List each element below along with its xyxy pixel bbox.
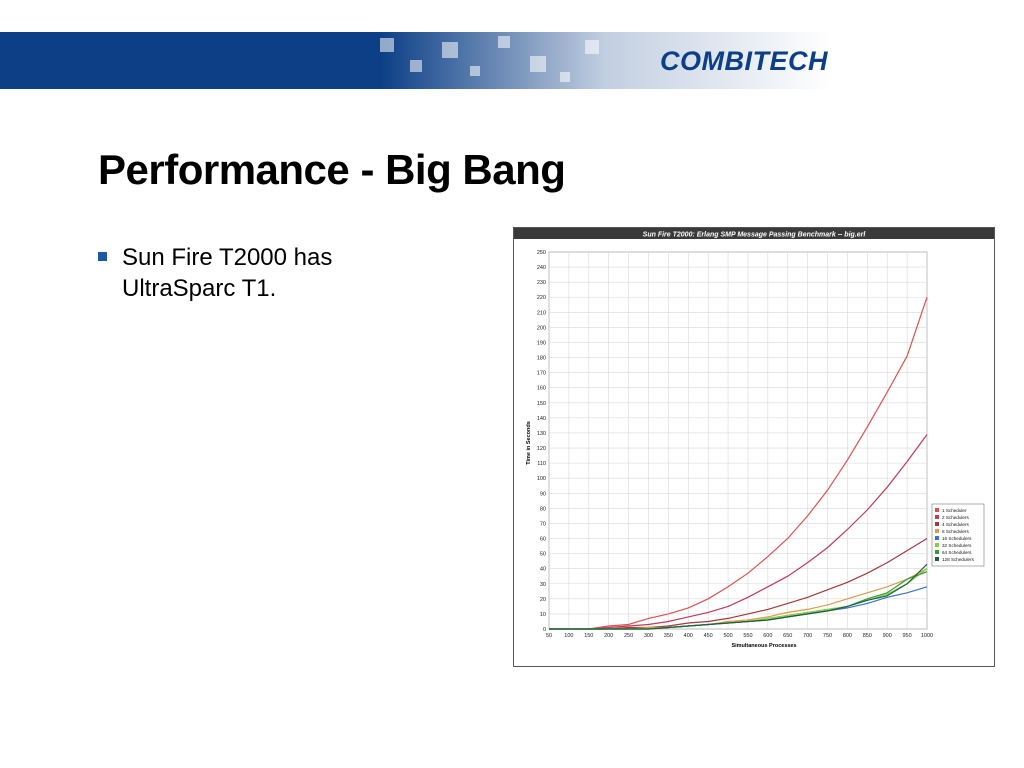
- y-tick-label: 50: [540, 552, 546, 558]
- y-tick-label: 220: [537, 295, 546, 301]
- x-tick-label: 350: [664, 633, 673, 639]
- x-tick-label: 950: [903, 633, 912, 639]
- x-tick-label: 850: [863, 633, 872, 639]
- slide-title: Performance - Big Bang: [98, 146, 566, 193]
- y-tick-label: 200: [537, 325, 546, 331]
- legend-box: [931, 503, 985, 567]
- x-tick-label: 250: [624, 633, 633, 639]
- grid-layer: [548, 251, 928, 630]
- y-tick-label: 190: [537, 340, 546, 346]
- x-tick-label: 650: [783, 633, 792, 639]
- y-tick-label: 100: [537, 476, 546, 482]
- y-tick-label: 90: [540, 491, 546, 497]
- y-tick-label: 80: [540, 506, 546, 512]
- x-tick-label: 400: [684, 633, 693, 639]
- y-tick-label: 60: [540, 537, 546, 543]
- y-tick-label: 240: [537, 265, 546, 271]
- company-logo: COMBITECH: [660, 46, 828, 76]
- x-tick-label: 600: [763, 633, 772, 639]
- y-tick-label: 70: [540, 521, 546, 527]
- y-tick-label: 160: [537, 386, 546, 392]
- legend-swatch: [935, 529, 939, 533]
- y-tick-label: 230: [537, 280, 546, 286]
- line-chart: Sun Fire T2000: Erlang SMP Message Passi…: [514, 228, 994, 649]
- y-tick-label: 40: [540, 567, 546, 573]
- y-tick-label: 20: [540, 597, 546, 603]
- y-tick-label: 30: [540, 582, 546, 588]
- chart-title-bar: [514, 228, 994, 239]
- y-tick-label: 180: [537, 356, 546, 362]
- chart-title: Sun Fire T2000: Erlang SMP Message Passi…: [643, 232, 867, 239]
- x-tick-label: 100: [564, 633, 573, 639]
- legend-label: 32 Schedulers: [942, 543, 972, 548]
- bullet-text: Sun Fire T2000 has UltraSparc T1.: [122, 244, 333, 302]
- plot-area: [548, 251, 928, 630]
- series-layer: [549, 297, 928, 630]
- x-tick-label: 150: [584, 633, 593, 639]
- bullet-square-icon: [98, 252, 107, 261]
- y-tick-label: 210: [537, 310, 546, 316]
- legend-label: 16 Schedulers: [942, 536, 972, 541]
- header-band: [0, 32, 1024, 89]
- legend-swatch: [935, 508, 939, 512]
- series-line-0: [549, 297, 928, 630]
- y-tick-label: 0: [543, 627, 546, 633]
- header-fade: [380, 32, 1024, 89]
- axis-layer: 0 10 20 30 40 50 60 70 80 90 100 110 120 130 140 150 160…: [537, 250, 933, 639]
- chart-frame: Sun Fire T2000: Erlang SMP Message Passi…: [513, 227, 995, 667]
- y-tick-label: 140: [537, 416, 546, 422]
- x-tick-label: 450: [704, 633, 713, 639]
- y-axis-label: Time in Seconds: [526, 421, 532, 465]
- legend-swatch: [935, 515, 939, 519]
- y-tick-label: 250: [537, 250, 546, 256]
- y-tick-label: 120: [537, 446, 546, 452]
- legend-label: 8 Schedulers: [942, 529, 970, 534]
- x-tick-label: 800: [843, 633, 852, 639]
- x-tick-label: 50: [546, 633, 552, 639]
- bullet-list: Sun Fire T2000 has UltraSparc T1.: [98, 242, 418, 304]
- y-tick-label: 110: [537, 461, 546, 467]
- legend-swatch: [935, 536, 939, 540]
- x-tick-label: 550: [743, 633, 752, 639]
- x-tick-label: 200: [604, 633, 613, 639]
- y-tick-label: 130: [537, 431, 546, 437]
- legend-label: 64 Schedulers: [942, 550, 972, 555]
- x-tick-label: 750: [823, 633, 832, 639]
- legend-swatch: [935, 550, 939, 554]
- y-tick-label: 10: [540, 612, 546, 618]
- series-line-1: [549, 434, 928, 630]
- legend-label: 128 Schedulers: [942, 557, 975, 562]
- x-tick-label: 300: [644, 633, 653, 639]
- y-tick-label: 150: [537, 401, 546, 407]
- y-tick-label: 170: [537, 371, 546, 377]
- legend-label: 2 Schedulers: [942, 515, 970, 520]
- x-tick-label: 1000: [921, 633, 933, 639]
- legend-swatch: [935, 557, 939, 561]
- legend-swatch: [935, 543, 939, 547]
- legend-swatch: [935, 522, 939, 526]
- x-axis-label: Simultaneous Processes: [731, 643, 796, 649]
- bullet-item: Sun Fire T2000 has UltraSparc T1.: [98, 242, 418, 304]
- x-tick-label: 900: [883, 633, 892, 639]
- x-tick-label: 700: [803, 633, 812, 639]
- chart-legend: 1 Scheduler 2 Schedulers 4 Schedulers 8 Sch…: [931, 503, 985, 567]
- legend-label: 4 Schedulers: [942, 522, 970, 527]
- x-tick-label: 500: [723, 633, 732, 639]
- legend-label: 1 Scheduler: [942, 508, 967, 513]
- series-line-7: [549, 563, 928, 630]
